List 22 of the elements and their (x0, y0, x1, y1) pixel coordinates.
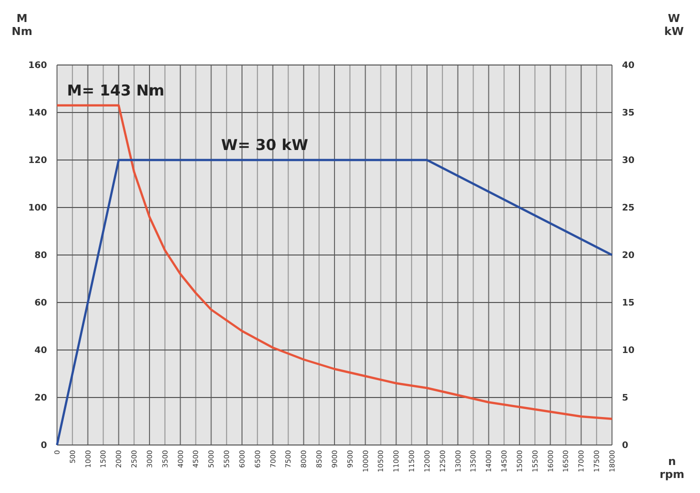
y-tick-label: 160 (28, 61, 47, 72)
y-tick-label: 40 (34, 346, 47, 356)
y-tick-label: 80 (34, 251, 47, 262)
line-series (56, 104, 614, 420)
y2-tick-label: 40 (622, 61, 635, 72)
y-tick-label: 60 (34, 298, 47, 309)
y2-tick-label: 5 (622, 394, 628, 404)
y2-tick-label: 20 (622, 251, 635, 262)
y-axis-title: M Nm (12, 12, 32, 38)
x-axis-title: n rpm (660, 455, 684, 481)
y-tick-label: 0 (40, 441, 47, 452)
y2-tick-label: 15 (622, 298, 635, 309)
y-tick-label: 120 (28, 156, 47, 166)
y2-tick-label: 0 (622, 441, 628, 452)
y-tick-label: 100 (28, 204, 47, 214)
y2-tick-label: 25 (622, 204, 635, 214)
y-tick-label: 140 (28, 108, 47, 119)
y2-tick-label: 30 (622, 156, 635, 166)
y2-tick-label: 10 (622, 346, 635, 356)
y2-tick-label: 35 (622, 108, 635, 119)
y2-axis-title: W kW (664, 12, 684, 38)
y-tick-label: 20 (34, 394, 47, 404)
